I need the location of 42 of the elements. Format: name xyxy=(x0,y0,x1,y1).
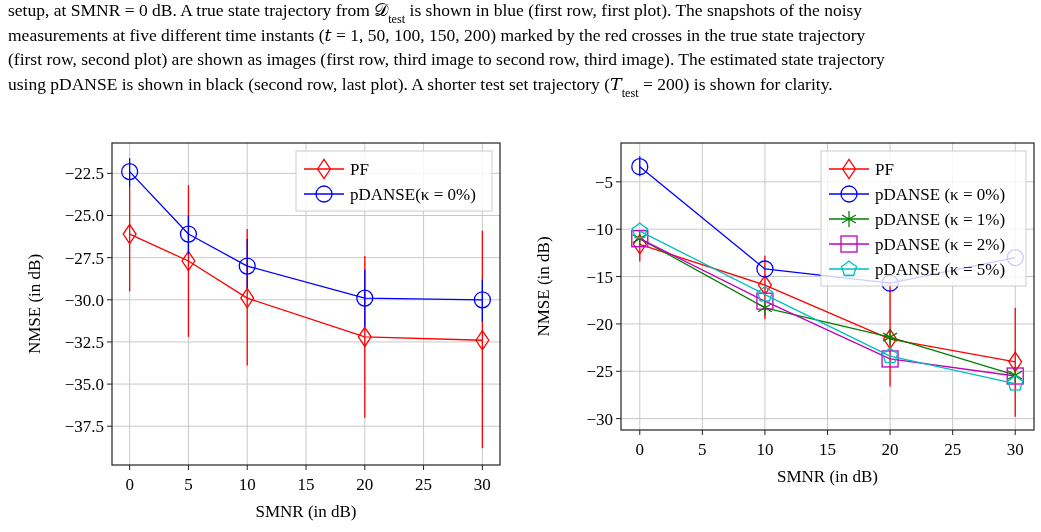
text: measurements at five different time instants (𝑡 = 1, 50, 100, 150, 200) marked by the red crosses in the true state trajectory xyxy=(8,24,866,45)
x-tick-label: 15 xyxy=(297,475,315,494)
x-tick-label: 30 xyxy=(1006,440,1024,459)
x-tick-label: 25 xyxy=(415,475,433,494)
text: using pDANSE is shown in black (second row, last plot). A shorter test set trajectory (𝑇$_{test}$ = 200) is shown for clarity. xyxy=(8,73,833,100)
x-tick-label: 10 xyxy=(238,475,256,494)
x-axis-title: SMNR (in dB) xyxy=(255,502,357,521)
x-tick-label: 25 xyxy=(944,440,962,459)
y-tick-label: −32.5 xyxy=(64,332,104,352)
x-tick-label: 0 xyxy=(125,475,134,494)
x-tick-label: 15 xyxy=(819,440,836,459)
x-axis-title: SMNR (in dB) xyxy=(776,467,879,486)
x-tick-label: 10 xyxy=(756,440,774,459)
legend-label: PF xyxy=(875,159,894,179)
y-tick-label: −25.0 xyxy=(64,206,104,226)
legend-label: pDANSE(κ = 0%) xyxy=(350,184,476,204)
y-tick-label: −25 xyxy=(586,362,613,382)
y-tick-label: −20 xyxy=(586,314,613,334)
y-tick-label: −35.0 xyxy=(64,375,104,395)
y-tick-label: −30.0 xyxy=(64,290,104,310)
x-tick-label: 0 xyxy=(635,440,645,459)
y-tick-label: −37.5 xyxy=(64,417,104,437)
y-tick-label: −22.5 xyxy=(64,164,104,184)
text: (first row, second plot) are shown as images (first row, third image to second row, third image). The estimated state trajectory xyxy=(8,49,886,69)
x-tick-label: 5 xyxy=(184,475,193,494)
y-tick-label: −5 xyxy=(594,172,613,192)
x-tick-label: 20 xyxy=(881,440,899,459)
y-tick-label: −27.5 xyxy=(64,248,104,268)
y-tick-label: −15 xyxy=(586,267,613,287)
y-tick-label: −10 xyxy=(586,220,613,240)
legend-label: pDANSE (κ = 5%) xyxy=(875,259,1006,279)
legend-label: pDANSE (κ = 1%) xyxy=(875,209,1006,229)
legend-label: pDANSE (κ = 2%) xyxy=(875,234,1006,254)
y-axis-title: NMSE (in dB) xyxy=(534,236,553,337)
x-tick-label: 5 xyxy=(698,440,707,459)
legend-label: pDANSE (κ = 0%) xyxy=(875,184,1006,204)
x-tick-label: 30 xyxy=(473,475,491,494)
x-tick-label: 20 xyxy=(356,475,374,494)
y-tick-label: −30 xyxy=(586,409,613,429)
y-axis-title: NMSE (in dB) xyxy=(25,253,44,355)
legend-label: PF xyxy=(350,159,369,179)
text: setup, at SMNR = 0 dB. A true state trajectory from 𝒟$_{test}$ is shown in blue (first row, first plot). The snapshots of the noisy xyxy=(8,0,863,26)
